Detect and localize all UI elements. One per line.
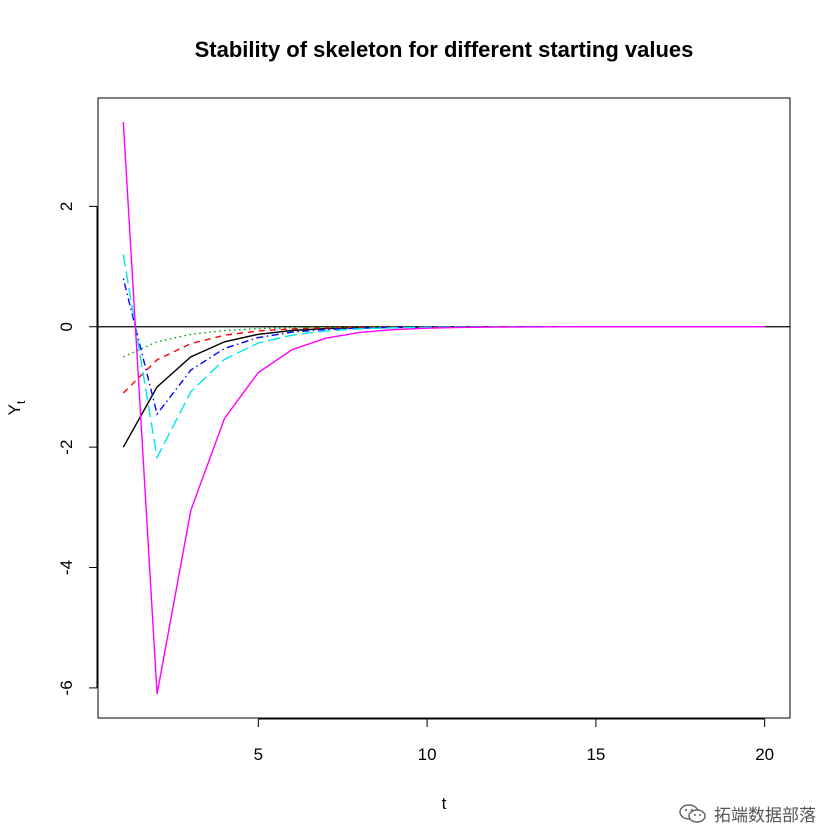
y-tick-label: 0 bbox=[57, 322, 76, 331]
series-line-4 bbox=[122, 278, 765, 416]
x-tick-label: 15 bbox=[586, 745, 605, 764]
y-axis-label-subscript: t bbox=[14, 400, 28, 404]
x-tick-label: 10 bbox=[418, 745, 437, 764]
x-tick-label: 20 bbox=[755, 745, 774, 764]
y-axis: -6 -4 -2 0 2 bbox=[57, 202, 98, 695]
y-axis-label: Yt bbox=[5, 400, 28, 415]
x-axis: 5 10 15 20 bbox=[254, 718, 774, 764]
series-line-5 bbox=[122, 254, 765, 460]
watermark-text: 拓端数据部落 bbox=[714, 806, 816, 826]
y-tick-label: -2 bbox=[57, 440, 76, 455]
series-line-3 bbox=[123, 326, 765, 358]
series-line-2 bbox=[122, 326, 765, 394]
wechat-icon bbox=[679, 803, 706, 823]
y-tick-label: -6 bbox=[57, 680, 76, 695]
series-line-1 bbox=[122, 326, 765, 448]
plot-frame bbox=[97, 97, 791, 719]
y-tick-label: -4 bbox=[57, 560, 76, 575]
chart-title: Stability of skeleton for different star… bbox=[195, 37, 694, 62]
y-axis-label-main: Y bbox=[5, 404, 24, 415]
x-tick-label: 5 bbox=[254, 745, 263, 764]
watermark: 拓端数据部落 bbox=[678, 801, 816, 826]
x-axis-label: t bbox=[442, 794, 447, 813]
series-line-6 bbox=[122, 122, 765, 695]
y-tick-label: 2 bbox=[57, 202, 76, 211]
